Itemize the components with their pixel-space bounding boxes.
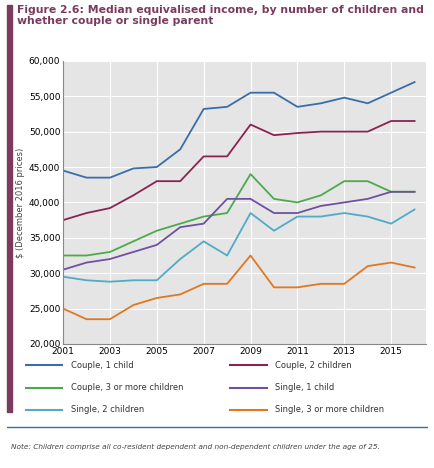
Text: Couple, 3 or more children: Couple, 3 or more children	[70, 383, 183, 392]
Text: Single, 3 or more children: Single, 3 or more children	[274, 405, 383, 415]
Text: Couple, 1 child: Couple, 1 child	[70, 360, 133, 370]
Text: Couple, 2 children: Couple, 2 children	[274, 360, 351, 370]
Text: Single, 1 child: Single, 1 child	[274, 383, 333, 392]
Text: Note: Children comprise all co-resident dependent and non-dependent children und: Note: Children comprise all co-resident …	[11, 444, 379, 450]
Text: Figure 2.6: Median equivalised income, by number of children and
whether couple : Figure 2.6: Median equivalised income, b…	[17, 5, 423, 26]
Y-axis label: $ (December 2016 prices): $ (December 2016 prices)	[16, 147, 25, 257]
Text: Single, 2 children: Single, 2 children	[70, 405, 144, 415]
